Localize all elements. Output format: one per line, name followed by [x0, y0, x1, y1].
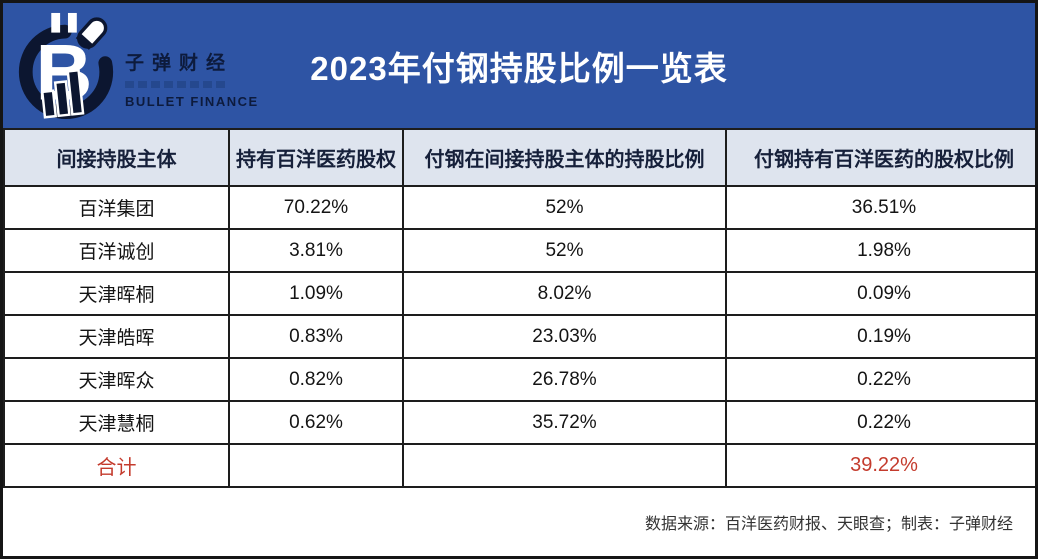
column-header-entity: 间接持股主体: [3, 128, 230, 187]
cell-value: 3.81%: [228, 228, 404, 273]
cell-entity: 天津晖桐: [3, 271, 230, 316]
column-header-baiyang-equity: 持有百洋医药股权: [228, 128, 404, 187]
table-row: 天津皓晖 0.83% 23.03% 0.19%: [3, 314, 1035, 359]
cell-total-value: 39.22%: [725, 443, 1035, 488]
table-row: 天津晖众 0.82% 26.78% 0.22%: [3, 357, 1035, 402]
cell-value: 23.03%: [402, 314, 727, 359]
cell-empty: [402, 443, 727, 488]
cell-value: 1.09%: [228, 271, 404, 316]
logo-brand-cn: 子弹财经: [125, 52, 234, 74]
cell-value: 70.22%: [228, 185, 404, 230]
cell-value: 52%: [402, 228, 727, 273]
cell-entity: 天津慧桐: [3, 400, 230, 445]
header-row: 间接持股主体 持有百洋医药股权 付钢在间接持股主体的持股比例 付钢持有百洋医药的…: [3, 128, 1035, 187]
cell-value: 0.09%: [725, 271, 1035, 316]
cell-value: 0.83%: [228, 314, 404, 359]
source-footnote: 数据来源：百洋医药财报、天眼查；制表：子弹财经: [3, 488, 1035, 556]
cell-value: 52%: [402, 185, 727, 230]
cell-value: 26.78%: [402, 357, 727, 402]
logo-tagline: [125, 80, 229, 88]
total-row: 合计 39.22%: [3, 443, 1035, 488]
table-row: 百洋诚创 3.81% 52% 1.98%: [3, 228, 1035, 273]
cell-empty: [228, 443, 404, 488]
cell-value: 0.82%: [228, 357, 404, 402]
table-row: 百洋集团 70.22% 52% 36.51%: [3, 185, 1035, 230]
cell-value: 0.22%: [725, 400, 1035, 445]
cell-value: 1.98%: [725, 228, 1035, 273]
source-note-text: 数据来源：百洋医药财报、天眼查；制表：子弹财经: [644, 516, 1013, 533]
column-header-fugang-in-entity: 付钢在间接持股主体的持股比例: [402, 128, 727, 187]
holdings-table: 间接持股主体 持有百洋医药股权 付钢在间接持股主体的持股比例 付钢持有百洋医药的…: [3, 128, 1035, 488]
cell-total-label: 合计: [3, 443, 230, 488]
bullet-finance-logo: B 子弹财经 BULLET FINANCE: [11, 11, 259, 119]
cell-entity: 天津皓晖: [3, 314, 230, 359]
bullet-finance-logo-icon: B: [18, 12, 114, 119]
cell-value: 35.72%: [402, 400, 727, 445]
cell-entity: 百洋诚创: [3, 228, 230, 273]
table-row: 天津慧桐 0.62% 35.72% 0.22%: [3, 400, 1035, 445]
cell-value: 0.22%: [725, 357, 1035, 402]
cell-value: 0.19%: [725, 314, 1035, 359]
cell-entity: 天津晖众: [3, 357, 230, 402]
logo-brand-en: BULLET FINANCE: [125, 93, 259, 109]
cell-entity: 百洋集团: [3, 185, 230, 230]
table-row: 天津晖桐 1.09% 8.02% 0.09%: [3, 271, 1035, 316]
logo-text: 子弹财经 BULLET FINANCE: [125, 48, 259, 109]
page-title: 2023年付钢持股比例一览表: [310, 49, 728, 87]
cell-value: 8.02%: [402, 271, 727, 316]
column-header-fugang-in-baiyang: 付钢持有百洋医药的股权比例: [725, 128, 1035, 187]
cell-value: 36.51%: [725, 185, 1035, 230]
cell-value: 0.62%: [228, 400, 404, 445]
banner: B 子弹财经 BULLET FINANCE: [3, 3, 1035, 128]
